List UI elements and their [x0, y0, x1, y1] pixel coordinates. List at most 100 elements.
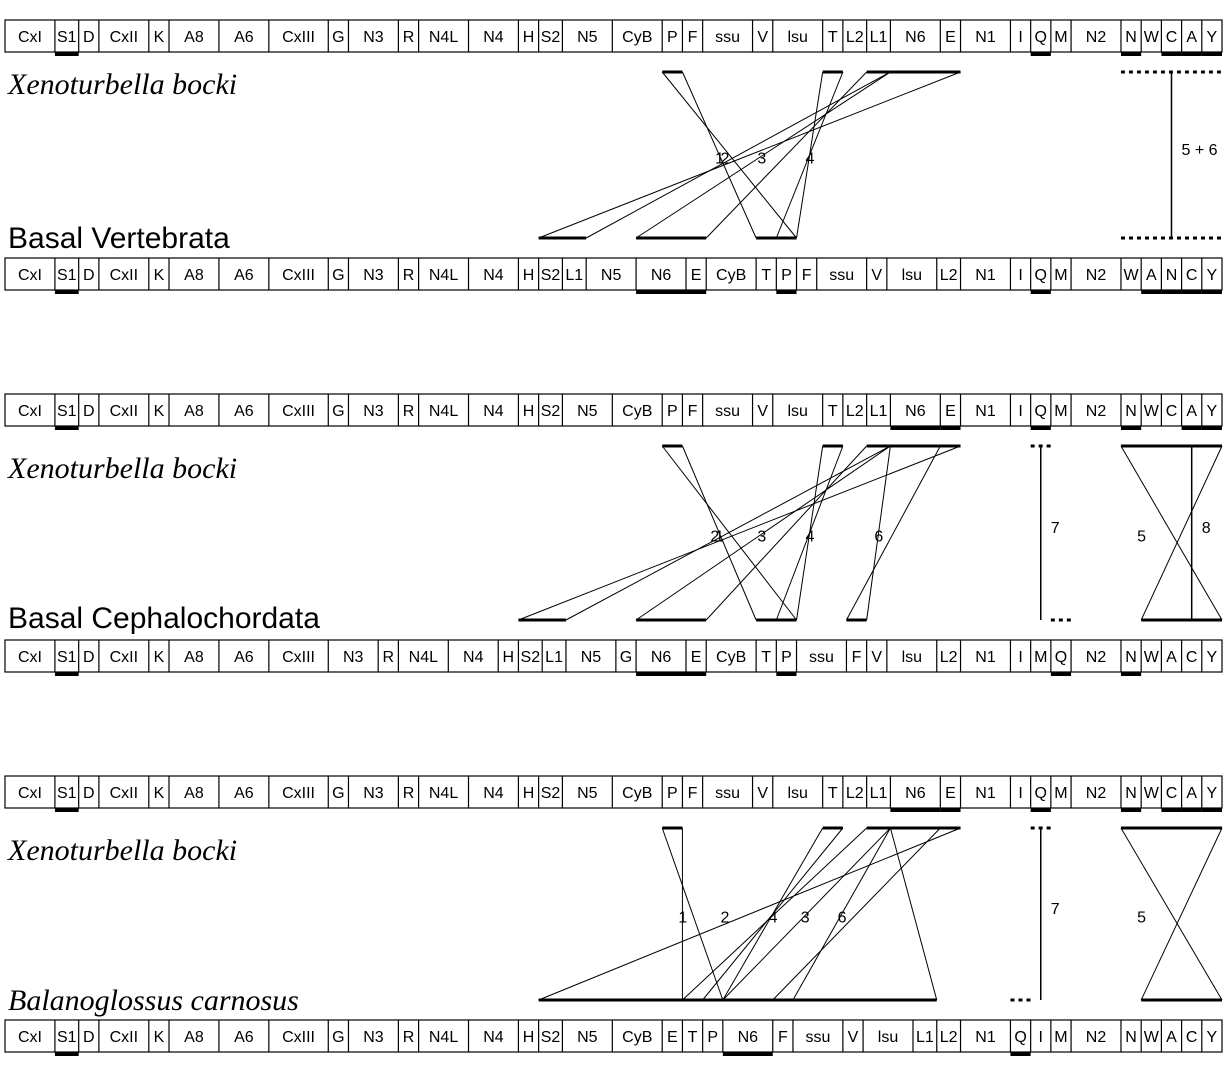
gene-K: K	[154, 267, 165, 284]
gene-H: H	[523, 29, 535, 46]
gene-A8: A8	[184, 29, 204, 46]
gene-N3: N3	[363, 267, 384, 284]
gene-N1: N1	[975, 267, 996, 284]
gene-CxI: CxI	[18, 1029, 42, 1046]
gene-D: D	[83, 29, 95, 46]
gene-P: P	[707, 1029, 718, 1046]
link-label: 7	[1051, 901, 1060, 918]
gene-N4: N4	[463, 649, 484, 666]
gene-T: T	[761, 267, 771, 284]
gene-M: M	[1054, 403, 1067, 420]
gene-ssu: ssu	[715, 29, 740, 46]
rearrangement-3-6: 6	[772, 826, 941, 1002]
gene-CxIII: CxIII	[282, 403, 315, 420]
gene-F: F	[802, 267, 812, 284]
gene-N1: N1	[975, 785, 996, 802]
gene-Q: Q	[1035, 785, 1047, 802]
gene-N: N	[1125, 649, 1137, 666]
gene-N: N	[1166, 267, 1178, 284]
gene-Q: Q	[1035, 403, 1047, 420]
gene-E: E	[691, 649, 702, 666]
gene-bar-bottom-2: CxI S1 D CxII K A8 A6 CxIII N3 R N4L N4 H S2 L1 N5 G N6 E C…	[4, 639, 1223, 673]
gene-L2: L2	[846, 403, 864, 420]
gene-F: F	[688, 403, 698, 420]
gene-N: N	[1125, 403, 1137, 420]
gene-A8: A8	[184, 403, 204, 420]
gene-Q: Q	[1035, 267, 1047, 284]
species-label-top-2: Xenoturbella bocki	[7, 452, 237, 485]
gene-N6: N6	[905, 785, 926, 802]
rearrangement-3-1: 1	[661, 826, 724, 1002]
gene-N5: N5	[581, 649, 602, 666]
gene-CxI: CxI	[18, 29, 42, 46]
gene-N5: N5	[577, 1029, 598, 1046]
gene-K: K	[154, 785, 165, 802]
gene-K: K	[154, 29, 165, 46]
species-label-bottom-2: Basal Cephalochordata	[8, 602, 320, 635]
gene-N3: N3	[363, 785, 384, 802]
gene-Y: Y	[1207, 29, 1218, 46]
gene-lsu: lsu	[787, 29, 807, 46]
gene-CxI: CxI	[18, 649, 42, 666]
gene-N2: N2	[1086, 649, 1107, 666]
gene-A: A	[1186, 403, 1197, 420]
gene-N4: N4	[483, 29, 504, 46]
link-label: 5 + 6	[1181, 142, 1217, 159]
gene-I: I	[1018, 267, 1022, 284]
gene-K: K	[154, 649, 165, 666]
gene-G: G	[332, 267, 344, 284]
gene-CyB: CyB	[622, 29, 652, 46]
link-label: 4	[805, 150, 814, 167]
gene-A6: A6	[234, 267, 254, 284]
gene-A: A	[1146, 267, 1157, 284]
gene-I: I	[1018, 29, 1022, 46]
gene-F: F	[778, 1029, 788, 1046]
link-label: 1	[715, 150, 724, 167]
gene-T: T	[828, 403, 838, 420]
gene-N4L: N4L	[429, 785, 458, 802]
gene-N1: N1	[975, 1029, 996, 1046]
gene-D: D	[83, 649, 95, 666]
gene-N1: N1	[975, 403, 996, 420]
gene-S2: S2	[521, 649, 541, 666]
link-label: 7	[1051, 520, 1060, 537]
gene-S2: S2	[541, 29, 561, 46]
link-label: 4	[805, 529, 814, 546]
gene-H: H	[503, 649, 515, 666]
gene-C: C	[1166, 29, 1178, 46]
gene-C: C	[1186, 649, 1198, 666]
gene-N4L: N4L	[429, 267, 458, 284]
gene-T: T	[828, 29, 838, 46]
gene-E: E	[691, 267, 702, 284]
gene-R: R	[383, 649, 395, 666]
gene-P: P	[667, 29, 678, 46]
gene-R: R	[403, 267, 415, 284]
gene-C: C	[1166, 785, 1178, 802]
gene-V: V	[757, 403, 768, 420]
gene-C: C	[1186, 1029, 1198, 1046]
gene-Q: Q	[1055, 649, 1067, 666]
gene-N4: N4	[483, 267, 504, 284]
gene-N1: N1	[975, 649, 996, 666]
gene-H: H	[523, 1029, 535, 1046]
gene-A: A	[1166, 649, 1177, 666]
gene-E: E	[945, 403, 956, 420]
gene-lsu: lsu	[902, 267, 922, 284]
gene-S2: S2	[541, 785, 561, 802]
gene-N: N	[1125, 1029, 1137, 1046]
rearrangement-2-6: 6	[846, 444, 941, 622]
gene-D: D	[83, 1029, 95, 1046]
gene-I: I	[1039, 1029, 1043, 1046]
gene-L2: L2	[940, 267, 958, 284]
gene-T: T	[761, 649, 771, 666]
gene-N: N	[1125, 29, 1137, 46]
rearrangement-1-5+6: 5 + 6	[1120, 70, 1222, 240]
link-label: 1	[678, 910, 687, 927]
gene-V: V	[848, 1029, 859, 1046]
gene-ssu: ssu	[805, 1029, 830, 1046]
gene-E: E	[945, 785, 956, 802]
gene-S1: S1	[57, 649, 77, 666]
